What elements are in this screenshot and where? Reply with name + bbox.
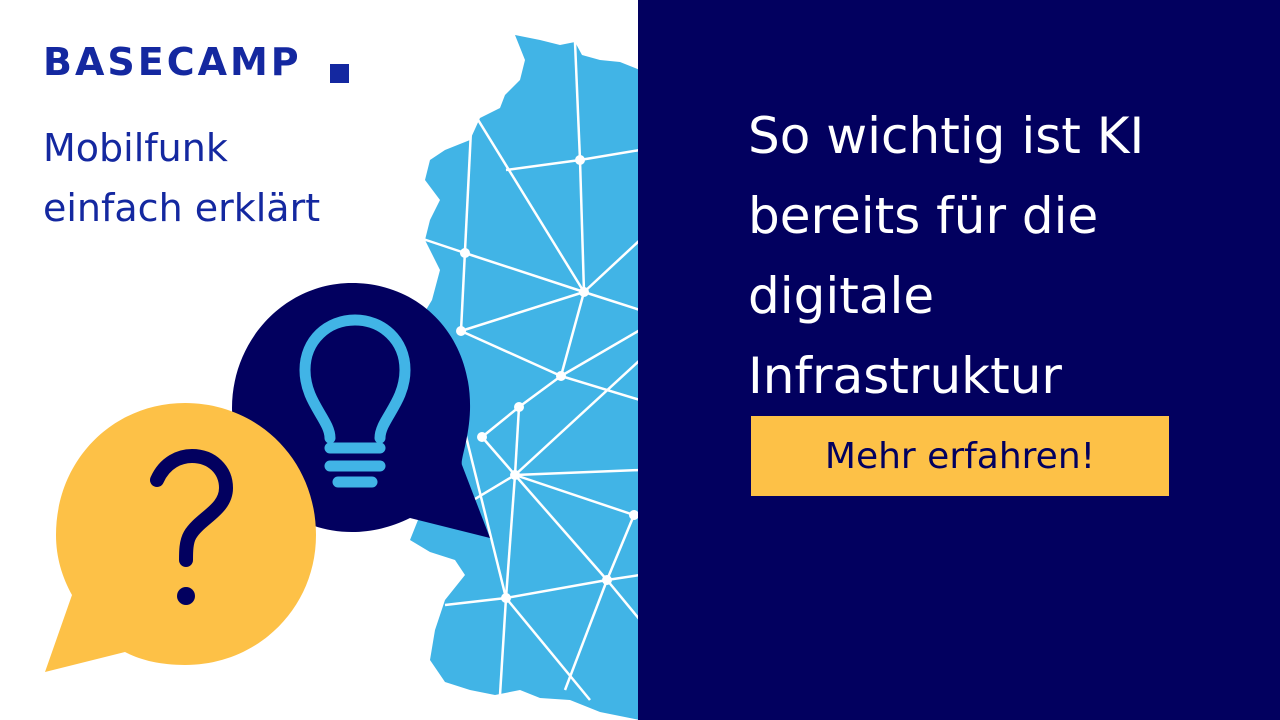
mehr-erfahren-button[interactable]: Mehr erfahren!	[751, 416, 1169, 496]
logo-square-mark	[330, 64, 349, 83]
germany-network-map	[405, 35, 640, 720]
basecamp-logo: BASECAMP	[43, 40, 302, 84]
headline-line-3: digitale	[748, 267, 935, 325]
question-mark-icon	[150, 448, 234, 605]
tagline-line-1: Mobilfunk	[43, 126, 228, 170]
illustration	[45, 35, 640, 720]
headline-line-1: So wichtig ist KI	[748, 107, 1145, 165]
lightbulb-icon	[299, 314, 411, 488]
tagline-line-2: einfach erklärt	[43, 186, 321, 230]
tagline: Mobilfunk einfach erklärt	[43, 118, 403, 238]
headline-line-2: bereits für die	[748, 187, 1099, 245]
headline: So wichtig ist KI bereits für die digita…	[748, 96, 1228, 416]
question-speech-bubble	[45, 403, 316, 672]
headline-line-4: Infrastruktur	[748, 347, 1062, 405]
content-panel: So wichtig ist KI bereits für die digita…	[638, 0, 1280, 720]
